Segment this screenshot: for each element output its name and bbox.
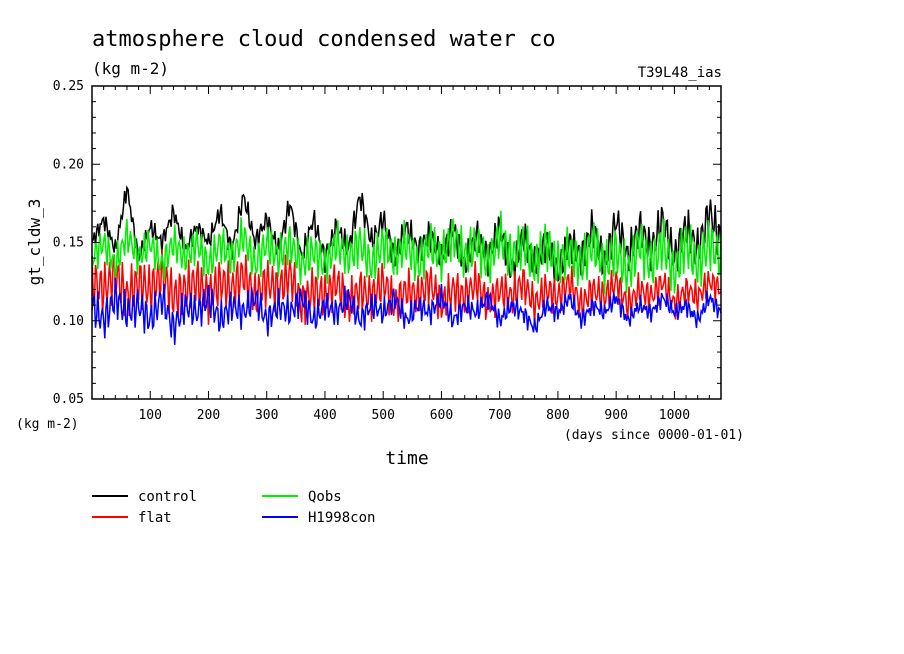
x-tick-label: 900 [604,408,627,423]
y-tick-label: 0.05 [53,392,84,407]
y-axis-unit: (kg m-2) [16,417,79,432]
series-line-qobs [91,210,722,294]
legend-label: flat [138,510,172,526]
legend-label: Qobs [308,489,342,505]
legend-item-control: control [92,489,197,505]
legend-item-flat: flat [92,510,172,526]
legend-label: H1998con [308,510,375,526]
x-tick-label: 300 [255,408,278,423]
series-line-flat [91,248,722,325]
x-tick-label: 600 [430,408,453,423]
run-label: T39L48_ias [638,65,722,81]
axis-ticks: 100 200 300 400 500 600 700 800 900 1000 0.05 0.10 0… [53,79,721,423]
y-tick-label: 0.15 [53,236,84,251]
y-tick-label: 0.10 [53,314,84,329]
legend-item-qobs: Qobs [262,489,342,505]
chart-subtitle: (kg m-2) [92,59,169,78]
x-tick-label: 200 [197,408,220,423]
legend: control flat Qobs H1998con [92,489,375,526]
x-tick-label: 400 [313,408,336,423]
y-tick-label: 0.20 [53,157,84,172]
series-line-control [91,184,722,285]
y-axis-label: gt_cldw_3 [25,199,44,286]
x-tick-label: 100 [138,408,161,423]
series-lines [91,184,722,345]
chart-title: atmosphere cloud condensed water co [92,27,556,52]
plot-frame [91,85,722,400]
x-axis-unit: (days since 0000-01-01) [564,428,744,443]
x-axis-label: time [385,448,428,469]
legend-label: control [138,489,197,505]
x-tick-label: 700 [488,408,511,423]
x-tick-label: 800 [546,408,569,423]
x-tick-label: 1000 [659,408,690,423]
legend-item-h1998con: H1998con [262,510,375,526]
x-tick-label: 500 [371,408,394,423]
y-tick-label: 0.25 [53,79,84,94]
series-line-h1998con [91,277,722,345]
